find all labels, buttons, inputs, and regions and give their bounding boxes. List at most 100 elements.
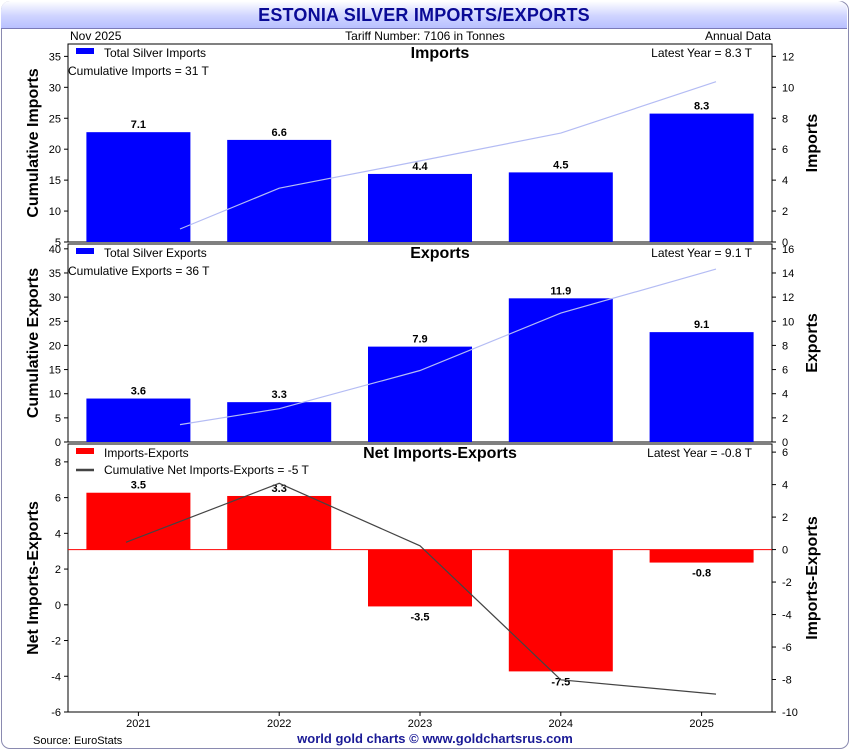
panel3-x-tick-label-2024: 2024 <box>549 718 573 730</box>
credit-label: world gold charts © www.goldchartsrus.co… <box>296 731 573 746</box>
panel3-bar-2021 <box>86 492 191 550</box>
panel3-x-tick-label-2023: 2023 <box>408 718 432 730</box>
panel2-left-tick-label: 40 <box>49 244 61 256</box>
panel1-bar-label-2025: 8.3 <box>694 101 709 113</box>
panel3-legend-swatch <box>76 448 94 454</box>
panel3-panel-title: Net Imports-Exports <box>363 445 517 462</box>
panel1-right-tick-label: 10 <box>782 82 794 94</box>
panel3-bar-2023 <box>368 549 472 607</box>
panel3-left-tick-label: 8 <box>55 457 61 469</box>
panel3-left-tick-label: 4 <box>55 528 61 540</box>
panel1-left-tick-label: 25 <box>49 113 61 125</box>
panel1-left-tick-label: 10 <box>49 206 61 218</box>
panel1-right-tick-label: 6 <box>782 144 788 156</box>
panel2-latest-year: Latest Year = 9.1 T <box>651 246 753 260</box>
panel1-left-tick-label: 15 <box>49 175 61 187</box>
panel2-left-tick-label: 30 <box>49 292 61 304</box>
panel3-legend2-label: Cumulative Net Imports-Exports = -5 T <box>104 463 310 477</box>
panel1-bar-label-2024: 4.5 <box>553 159 568 171</box>
panel3-right-tick-label: 4 <box>782 480 788 492</box>
panel1-cumulative-text: Cumulative Imports = 31 T <box>68 64 210 78</box>
panel3-x-tick-label-2025: 2025 <box>689 718 713 730</box>
panel3-bar-label-2021: 3.5 <box>131 480 146 492</box>
panel3-right-axis-title: Imports-Exports <box>804 516 821 640</box>
source-label: Source: EuroStats <box>33 735 123 747</box>
panel3-left-tick-label: -6 <box>51 707 61 719</box>
panel2-bar-2024 <box>508 298 613 442</box>
panel2-bar-label-2025: 9.1 <box>694 319 709 331</box>
panel1-bar-2023 <box>368 173 472 242</box>
panel3-left-tick-label: 6 <box>55 493 61 505</box>
panel2-left-tick-label: 25 <box>49 316 61 328</box>
panel1-bar-label-2023: 4.4 <box>412 161 428 173</box>
panel2-cumulative-line <box>179 268 717 426</box>
panel2-bar-label-2023: 7.9 <box>412 334 427 346</box>
panel1-legend-swatch <box>76 48 94 54</box>
panel3-right-tick-label: -8 <box>782 675 792 687</box>
panel3-right-tick-label: 6 <box>782 447 788 459</box>
panel1-right-axis-title: Imports <box>804 114 821 173</box>
panel2-cumulative-text: Cumulative Exports = 36 T <box>68 264 210 278</box>
panel2-right-tick-label: 2 <box>782 413 788 425</box>
panel2-legend-swatch <box>76 248 94 254</box>
panel3-left-axis-title: Net Imports-Exports <box>25 501 42 655</box>
panel1-right-tick-label: 12 <box>782 51 794 63</box>
panel1-bar-label-2022: 6.6 <box>272 127 287 139</box>
panel3-right-tick-label: 2 <box>782 512 788 524</box>
panel2-left-tick-label: 35 <box>49 268 61 280</box>
panel2-right-axis-title: Exports <box>804 313 821 373</box>
tariff-number: Tariff Number: 7106 in Tonnes <box>345 29 505 43</box>
panel3-bar-2022 <box>227 495 332 550</box>
panel2-right-tick-label: 14 <box>782 268 794 280</box>
panel2-bar-label-2021: 3.6 <box>131 386 146 398</box>
panel3-legend-label: Imports-Exports <box>104 446 189 460</box>
panel2-right-tick-label: 12 <box>782 292 794 304</box>
panel2-left-tick-label: 20 <box>49 340 61 352</box>
panel3-x-tick-label-2021: 2021 <box>126 718 150 730</box>
panel3-latest-year: Latest Year = -0.8 T <box>647 446 753 460</box>
panel2-right-tick-label: 10 <box>782 316 794 328</box>
report-date: Nov 2025 <box>70 29 122 43</box>
panel3-right-tick-label: -10 <box>782 707 798 719</box>
panel2-left-tick-label: 5 <box>55 413 61 425</box>
panel2-right-tick-label: 4 <box>782 389 788 401</box>
panel2-legend-label: Total Silver Exports <box>104 246 207 260</box>
panel3-bar-label-2024: -7.5 <box>551 676 570 688</box>
panel2-left-tick-label: 15 <box>49 365 61 377</box>
panel1-left-tick-label: 5 <box>55 237 61 249</box>
panel3-right-tick-label: 0 <box>782 545 788 557</box>
panel3-cumulative-line <box>125 482 717 695</box>
panel1-legend-label: Total Silver Imports <box>104 46 206 60</box>
panel1-left-axis-title: Cumulative Imports <box>25 68 42 217</box>
panel2-bar-label-2024: 11.9 <box>550 285 571 297</box>
panel3-x-tick-label-2022: 2022 <box>267 718 291 730</box>
panel3-bar-label-2025: -0.8 <box>692 568 711 580</box>
panel2-bar-label-2022: 3.3 <box>272 389 287 401</box>
panel1-right-tick-label: 4 <box>782 175 788 187</box>
panel3-bar-label-2023: -3.5 <box>411 611 430 623</box>
panel3-bar-2025 <box>649 549 754 563</box>
panel1-left-tick-label: 20 <box>49 144 61 156</box>
panel3-right-tick-label: -6 <box>782 642 792 654</box>
panel1-bar-2021 <box>86 132 191 242</box>
panel2-panel-title: Exports <box>410 245 470 262</box>
panel1-bar-label-2021: 7.1 <box>131 119 146 131</box>
panel2-left-tick-label: 10 <box>49 389 61 401</box>
panel2-right-tick-label: 16 <box>782 244 794 256</box>
panel1-left-tick-label: 30 <box>49 82 61 94</box>
panel2-right-tick-label: 8 <box>782 340 788 352</box>
panel1-right-tick-label: 0 <box>782 237 788 249</box>
panel3-left-tick-label: -4 <box>51 671 61 683</box>
panel1-right-tick-label: 8 <box>782 113 788 125</box>
panel1-right-tick-label: 2 <box>782 206 788 218</box>
panel1-bar-2025 <box>649 113 754 242</box>
panel1-left-tick-label: 35 <box>49 51 61 63</box>
panel1-panel-title: Imports <box>411 45 470 62</box>
data-frequency: Annual Data <box>704 29 771 43</box>
panel1-bar-2022 <box>227 139 332 242</box>
panel3-bar-label-2022: 3.3 <box>272 483 287 495</box>
panel1-latest-year: Latest Year = 8.3 T <box>651 46 753 60</box>
panel2-bar-2025 <box>649 332 754 442</box>
chart-title: ESTONIA SILVER IMPORTS/EXPORTS <box>1 1 847 29</box>
